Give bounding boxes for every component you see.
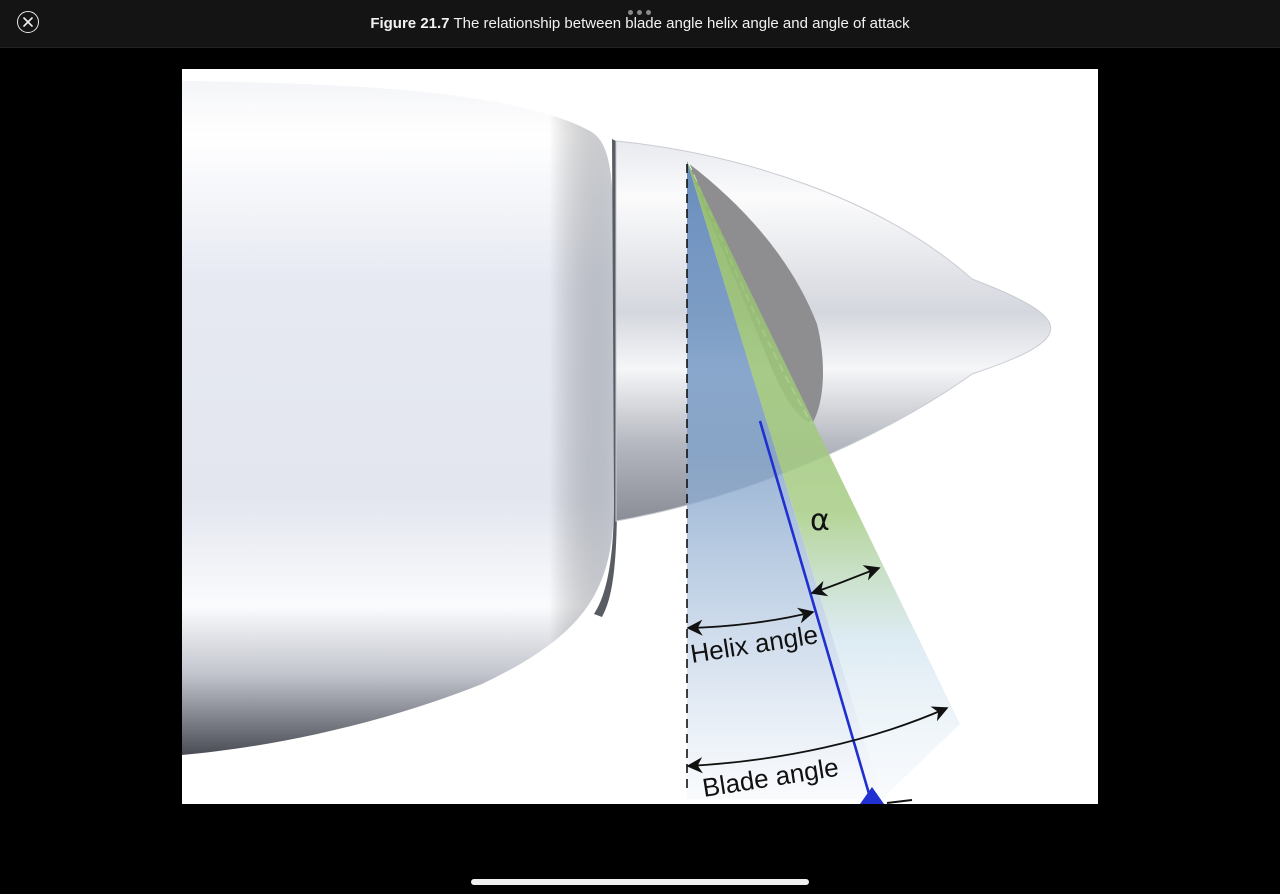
- blade-airfoil: [688, 163, 824, 424]
- propeller-diagram: α Helix angle Blade angle: [182, 81, 1052, 804]
- figure-image: α Helix angle Blade angle: [182, 69, 1098, 804]
- figure-number: Figure 21.7: [370, 15, 450, 32]
- helix-angle-arrow: [686, 607, 815, 636]
- nacelle-rim: [594, 139, 617, 617]
- close-button[interactable]: [17, 11, 39, 33]
- blade-angle-arrow: [686, 706, 949, 774]
- alpha-wedge: [687, 161, 960, 799]
- drag-handle-icon[interactable]: [628, 10, 651, 15]
- figure-caption: The relationship between blade angle hel…: [453, 15, 910, 32]
- top-bar: Figure 21.7 The relationship between blad…: [0, 0, 1280, 48]
- close-icon: [23, 17, 33, 27]
- alpha-label: α: [810, 503, 830, 538]
- alpha-arrow: [810, 565, 881, 597]
- figure-title: Figure 21.7 The relationship between blad…: [0, 15, 1280, 32]
- home-indicator[interactable]: [471, 879, 809, 885]
